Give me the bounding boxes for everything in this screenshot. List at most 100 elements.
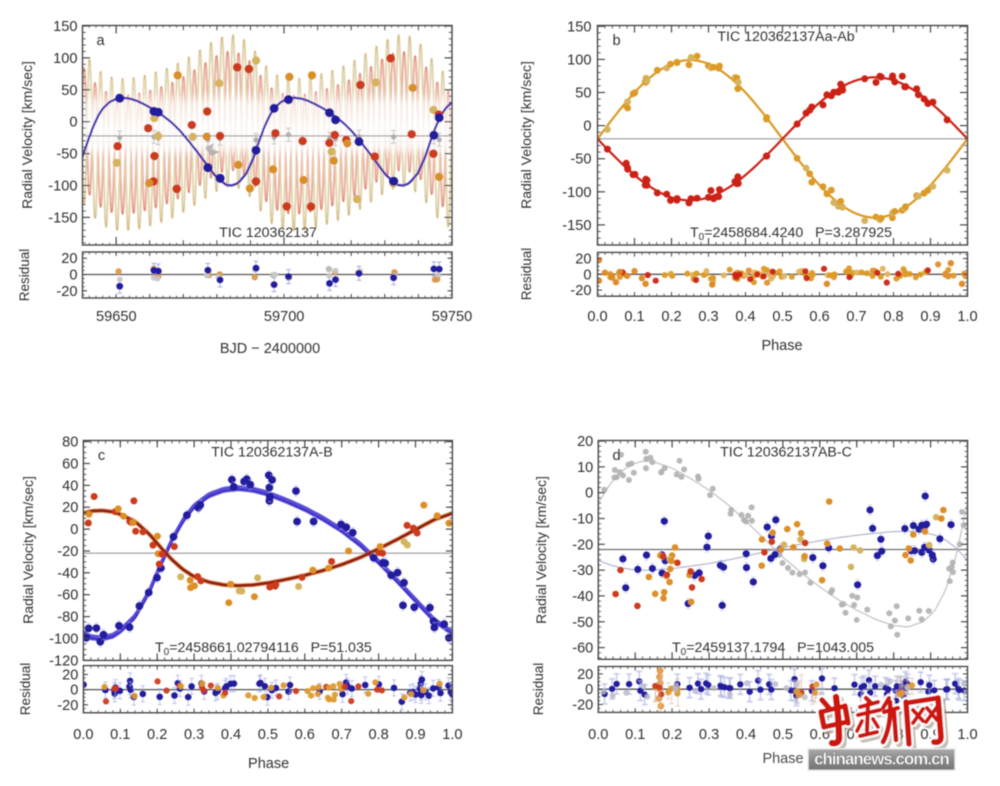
svg-text:Residual: Residual: [18, 663, 33, 716]
svg-text:0.6: 0.6: [295, 727, 315, 743]
svg-text:50: 50: [575, 86, 591, 102]
svg-text:b: b: [612, 33, 620, 49]
svg-text:0: 0: [69, 115, 77, 131]
svg-text:150: 150: [567, 19, 591, 35]
svg-text:0.3: 0.3: [699, 727, 719, 743]
svg-text:Phase: Phase: [761, 338, 802, 354]
svg-text:-120: -120: [49, 653, 78, 669]
svg-text:-50: -50: [572, 615, 593, 631]
svg-text:-80: -80: [57, 610, 78, 626]
svg-text:20: 20: [62, 667, 78, 683]
svg-text:T0=2459137.1794 P=1043.005: T0=2459137.1794 P=1043.005: [672, 640, 874, 658]
svg-text:40: 40: [62, 478, 78, 494]
svg-text:80: 80: [62, 435, 78, 451]
svg-text:-60: -60: [572, 641, 593, 657]
svg-text:0.3: 0.3: [698, 309, 718, 325]
svg-text:50: 50: [61, 83, 77, 99]
svg-text:0.4: 0.4: [221, 727, 241, 743]
svg-text:Radial Velocity [km/sec]: Radial Velocity [km/sec]: [20, 476, 36, 624]
svg-text:-150: -150: [562, 218, 591, 234]
svg-text:a: a: [96, 33, 105, 49]
svg-text:-20: -20: [57, 698, 78, 714]
svg-text:0: 0: [70, 683, 78, 699]
svg-text:Phase: Phase: [248, 756, 289, 772]
svg-text:0.3: 0.3: [184, 727, 204, 743]
svg-text:chinanews.com.cn: chinanews.com.cn: [814, 750, 949, 769]
svg-text:1.0: 1.0: [442, 727, 462, 743]
svg-text:0: 0: [583, 119, 591, 135]
svg-text:-40: -40: [57, 566, 78, 582]
svg-text:-60: -60: [57, 588, 78, 604]
svg-text:c: c: [98, 448, 105, 464]
svg-text:TIC 120362137: TIC 120362137: [219, 225, 317, 241]
svg-text:0: 0: [585, 682, 593, 698]
svg-text:0.5: 0.5: [258, 727, 278, 743]
svg-text:0.9: 0.9: [405, 727, 425, 743]
svg-text:0: 0: [585, 486, 593, 502]
svg-text:0.6: 0.6: [809, 309, 829, 325]
svg-text:59750: 59750: [432, 309, 473, 325]
svg-text:-20: -20: [572, 537, 593, 553]
svg-text:-30: -30: [572, 563, 593, 579]
svg-text:0.8: 0.8: [883, 309, 903, 325]
svg-text:0: 0: [69, 268, 77, 284]
svg-text:0.4: 0.4: [735, 309, 755, 325]
svg-text:10: 10: [577, 460, 593, 476]
svg-text:Residual: Residual: [531, 663, 546, 716]
svg-text:-100: -100: [49, 631, 78, 647]
svg-text:Residual: Residual: [17, 249, 32, 302]
svg-text:100: 100: [567, 52, 591, 68]
svg-text:0: 0: [70, 522, 78, 538]
svg-text:0.2: 0.2: [661, 309, 681, 325]
svg-text:-40: -40: [572, 589, 593, 605]
svg-text:0.2: 0.2: [147, 727, 167, 743]
svg-text:TIC 120362137Aa-Ab: TIC 120362137Aa-Ab: [717, 29, 854, 45]
svg-text:0.0: 0.0: [587, 309, 607, 325]
svg-text:-150: -150: [48, 210, 77, 226]
svg-text:0.1: 0.1: [110, 727, 130, 743]
svg-text:T0=2458661.02794116 P=51.035: T0=2458661.02794116 P=51.035: [155, 640, 372, 658]
svg-text:Phase: Phase: [762, 751, 803, 767]
svg-text:0.7: 0.7: [846, 309, 866, 325]
svg-text:0.2: 0.2: [662, 727, 682, 743]
svg-text:Residual: Residual: [519, 248, 534, 301]
svg-text:-10: -10: [572, 512, 593, 528]
svg-text:0: 0: [583, 267, 591, 283]
svg-text:100: 100: [53, 51, 77, 67]
svg-text:TIC 120362137AB-C: TIC 120362137AB-C: [720, 445, 852, 461]
svg-text:1.0: 1.0: [957, 309, 977, 325]
svg-text:20: 20: [575, 252, 591, 268]
svg-text:0.0: 0.0: [588, 727, 608, 743]
svg-text:-20: -20: [56, 284, 77, 300]
svg-text:20: 20: [577, 434, 593, 450]
svg-text:0.8: 0.8: [368, 727, 388, 743]
svg-text:-50: -50: [570, 152, 591, 168]
svg-text:Radial Velocity [km/sec]: Radial Velocity [km/sec]: [19, 61, 35, 209]
svg-text:59700: 59700: [264, 309, 305, 325]
svg-text:-100: -100: [48, 179, 77, 195]
svg-text:-20: -20: [570, 283, 591, 299]
svg-text:-20: -20: [572, 698, 593, 714]
svg-text:Radial Velocity [km/sec]: Radial Velocity [km/sec]: [533, 476, 549, 624]
svg-text:0.0: 0.0: [73, 727, 93, 743]
svg-text:0.1: 0.1: [625, 727, 645, 743]
svg-text:20: 20: [577, 667, 593, 683]
svg-text:BJD − 2400000: BJD − 2400000: [220, 341, 320, 357]
svg-text:-20: -20: [57, 544, 78, 560]
svg-text:TIC 120362137A-B: TIC 120362137A-B: [211, 445, 332, 461]
svg-text:0.5: 0.5: [773, 727, 793, 743]
svg-text:60: 60: [62, 456, 78, 472]
svg-text:d: d: [612, 448, 620, 464]
svg-text:0.5: 0.5: [772, 309, 792, 325]
svg-text:59650: 59650: [96, 309, 137, 325]
svg-text:T0=2458684.4240 P=3.287925: T0=2458684.4240 P=3.287925: [690, 225, 892, 243]
svg-text:20: 20: [62, 500, 78, 516]
svg-text:0.9: 0.9: [920, 309, 940, 325]
svg-text:0.7: 0.7: [332, 727, 352, 743]
svg-text:-50: -50: [56, 147, 77, 163]
svg-text:150: 150: [53, 19, 77, 35]
svg-text:Radial Velocity [km/sec]: Radial Velocity [km/sec]: [518, 61, 534, 209]
svg-text:-100: -100: [562, 185, 591, 201]
svg-text:0.1: 0.1: [624, 309, 644, 325]
svg-text:0.4: 0.4: [736, 727, 756, 743]
